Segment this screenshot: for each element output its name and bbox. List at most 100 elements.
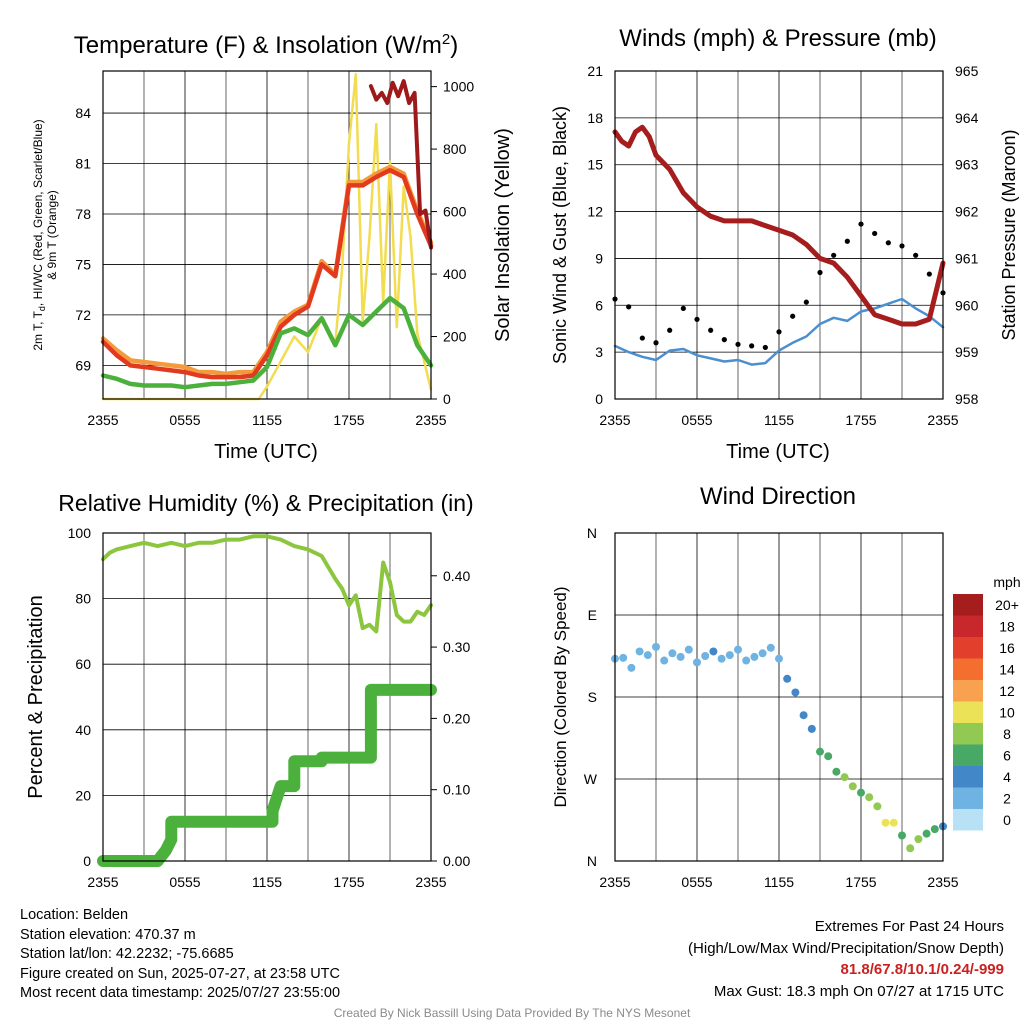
gust-point <box>913 252 919 258</box>
direction-point <box>898 831 906 840</box>
x-tick-label: 2355 <box>927 412 958 428</box>
legend-label: 14 <box>999 662 1015 678</box>
direction-point <box>930 825 939 834</box>
y-right-tick-label: 963 <box>955 157 979 173</box>
x-tick-label: 2355 <box>415 412 446 428</box>
y-left-tick-label: 9 <box>595 250 603 266</box>
temperature-chart-title: Temperature (F) & Insolation (W/m2) <box>74 31 458 59</box>
legend-swatch <box>953 594 983 616</box>
legend-swatch <box>953 787 983 809</box>
y-left-tick-label: 21 <box>587 63 603 79</box>
y-left-tick-label: 75 <box>75 256 91 272</box>
y-right-tick-label: 0.20 <box>443 710 470 726</box>
legend-label: 20+ <box>995 597 1019 613</box>
gust-point <box>735 341 741 347</box>
y-left-tick-label: 100 <box>68 525 92 541</box>
y-left-tick-label: 6 <box>595 297 603 313</box>
direction-point <box>717 654 726 663</box>
legend-label: 18 <box>999 619 1015 635</box>
temperature-left-axis-label: 2m T, Td, HI/WC (Red, Green, Scarlet/Blu… <box>31 119 59 350</box>
y-left-tick-label: 69 <box>75 357 91 373</box>
extremes-fields: (High/Low/Max Wind/Precipitation/Snow De… <box>688 939 1004 957</box>
gust-point <box>831 252 837 258</box>
gust-point <box>803 299 809 305</box>
gust-point <box>885 240 891 246</box>
plot-frame <box>102 70 432 400</box>
x-tick-label: 1755 <box>845 412 876 428</box>
direction-point <box>816 747 824 756</box>
x-tick-label: 0555 <box>169 874 200 890</box>
y-right-tick-label: 959 <box>955 344 979 360</box>
y-right-tick-label: 960 <box>955 297 979 313</box>
plot-frame <box>102 532 432 862</box>
y-tick-label: E <box>588 607 597 623</box>
humidity-line <box>101 534 433 634</box>
x-tick-label: 2355 <box>599 412 630 428</box>
y-right-tick-label: 200 <box>443 329 467 345</box>
direction-point <box>865 793 874 802</box>
x-tick-label: 1755 <box>333 412 364 428</box>
y-left-tick-label: 60 <box>75 656 91 672</box>
x-tick-label: 0555 <box>681 412 712 428</box>
winds-chart: 2355 0555 1155 1755 2355 0 3 6 9 12 15 18 21 958 959 96… <box>587 63 978 428</box>
y-left-tick-label: 0 <box>83 853 91 869</box>
direction-point <box>766 643 775 652</box>
legend-label: 6 <box>1003 748 1011 764</box>
legend-label: 0 <box>1003 812 1011 828</box>
y-right-tick-label: 0.00 <box>443 853 470 869</box>
direction-point <box>873 802 882 811</box>
direction-point <box>725 651 734 660</box>
gust-point <box>749 343 755 349</box>
direction-point <box>848 782 857 791</box>
legend-label: 12 <box>999 683 1015 699</box>
gust-point <box>844 238 850 244</box>
y-tick-label: S <box>588 689 597 705</box>
figure-created: Figure created on Sun, 2025-07-27, at 23… <box>20 965 340 982</box>
gust-point <box>626 304 632 310</box>
y-right-tick-label: 1000 <box>443 79 474 95</box>
x-tick-label: 2355 <box>87 412 118 428</box>
gust-point <box>872 230 878 237</box>
legend-swatch <box>953 658 983 680</box>
y-left-tick-label: 81 <box>75 156 91 172</box>
direction-point <box>619 653 628 662</box>
legend-label: 10 <box>999 705 1015 721</box>
legend-swatch <box>953 615 983 637</box>
legend-swatch <box>953 637 983 659</box>
speed-legend-title: mph <box>993 574 1020 590</box>
y-right-tick-label: 962 <box>955 204 979 220</box>
humidity-chart: 2355 0555 1155 1755 2355 0 20 40 60 80 100 0.00 0.10… <box>68 525 471 890</box>
extremes-summary: Extremes For Past 24 Hours (High/Low/Max… <box>688 916 1004 1002</box>
y-right-tick-label: 400 <box>443 266 467 282</box>
direction-point <box>832 767 841 776</box>
plot-frame <box>614 532 944 862</box>
x-tick-label: 1155 <box>252 874 282 890</box>
legend-swatch <box>953 680 983 702</box>
svg-text:2m T, Td, HI/WC (Red, Green, S: 2m T, Td, HI/WC (Red, Green, Scarlet/Blu… <box>31 119 47 350</box>
temperature-right-axis-label: Solar Insolation (Yellow) <box>492 128 514 342</box>
insolation-line <box>101 72 433 401</box>
x-tick-label: 1155 <box>252 412 282 428</box>
station-location: Location: Belden <box>20 907 129 923</box>
gust-point <box>817 269 823 276</box>
scarlet-temperature-line <box>368 79 433 250</box>
direction-point <box>652 642 660 651</box>
gust-point <box>858 221 864 227</box>
y-right-tick-label: 965 <box>955 63 979 79</box>
x-tick-label: 0555 <box>681 874 712 890</box>
extremes-title: Extremes For Past 24 Hours <box>814 918 1004 935</box>
recent-data-timestamp: Most recent data timestamp: 2025/07/27 2… <box>20 985 341 1001</box>
direction-point <box>668 649 677 658</box>
direction-point <box>889 818 898 827</box>
direction-point <box>742 656 751 665</box>
y-left-tick-label: 72 <box>75 307 91 323</box>
legend-label: 8 <box>1003 726 1011 742</box>
y-right-tick-label: 0.40 <box>443 568 470 584</box>
x-tick-label: 0555 <box>169 412 200 428</box>
extremes-values: 81.8/67.8/10.1/0.24/-999 <box>840 961 1004 978</box>
winds-right-axis-label: Station Pressure (Maroon) <box>999 129 1019 340</box>
y-right-tick-label: 800 <box>443 141 467 157</box>
legend-label: 4 <box>1003 769 1011 785</box>
